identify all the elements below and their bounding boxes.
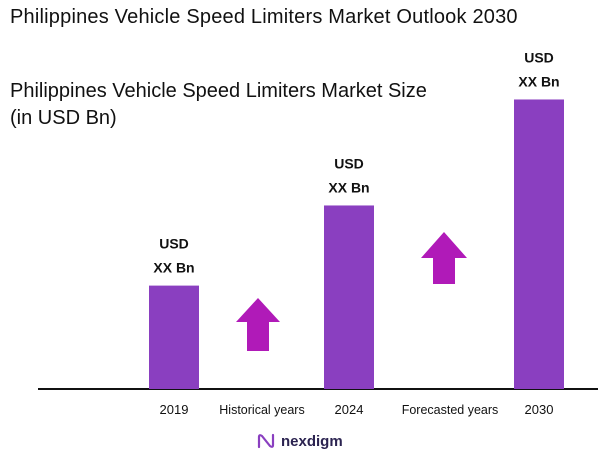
data-label-2024-value: XX Bn <box>328 179 369 195</box>
data-label-2019-currency: USD <box>159 236 189 252</box>
brand-name: nexdigm <box>281 432 343 450</box>
chart-subtitle: Philippines Vehicle Speed Limiters Marke… <box>10 78 510 132</box>
bar-2024 <box>324 205 374 389</box>
period-label-historical: Historical years <box>219 403 304 417</box>
x-tick-2024: 2024 <box>335 402 364 417</box>
period-label-forecasted: Forecasted years <box>402 403 499 417</box>
bar-2019 <box>149 285 199 389</box>
x-tick-2030: 2030 <box>525 402 554 417</box>
subtitle-line-2: (in USD Bn) <box>10 107 117 129</box>
data-label-2030-value: XX Bn <box>518 73 559 89</box>
bar-2030 <box>514 99 564 389</box>
growth-arrow-icon-historical <box>236 298 280 351</box>
data-label-2030-currency: USD <box>524 49 554 65</box>
brand-footer: nexdigm <box>256 431 343 451</box>
data-label-2019-value: XX Bn <box>153 260 194 276</box>
chart-title: Philippines Vehicle Speed Limiters Marke… <box>10 6 518 28</box>
nexdigm-logo-icon <box>257 433 275 449</box>
x-tick-2019: 2019 <box>160 402 189 417</box>
data-label-2024-currency: USD <box>334 155 364 171</box>
growth-arrow-icon-forecasted <box>421 232 467 284</box>
subtitle-line-1: Philippines Vehicle Speed Limiters Marke… <box>10 80 427 102</box>
